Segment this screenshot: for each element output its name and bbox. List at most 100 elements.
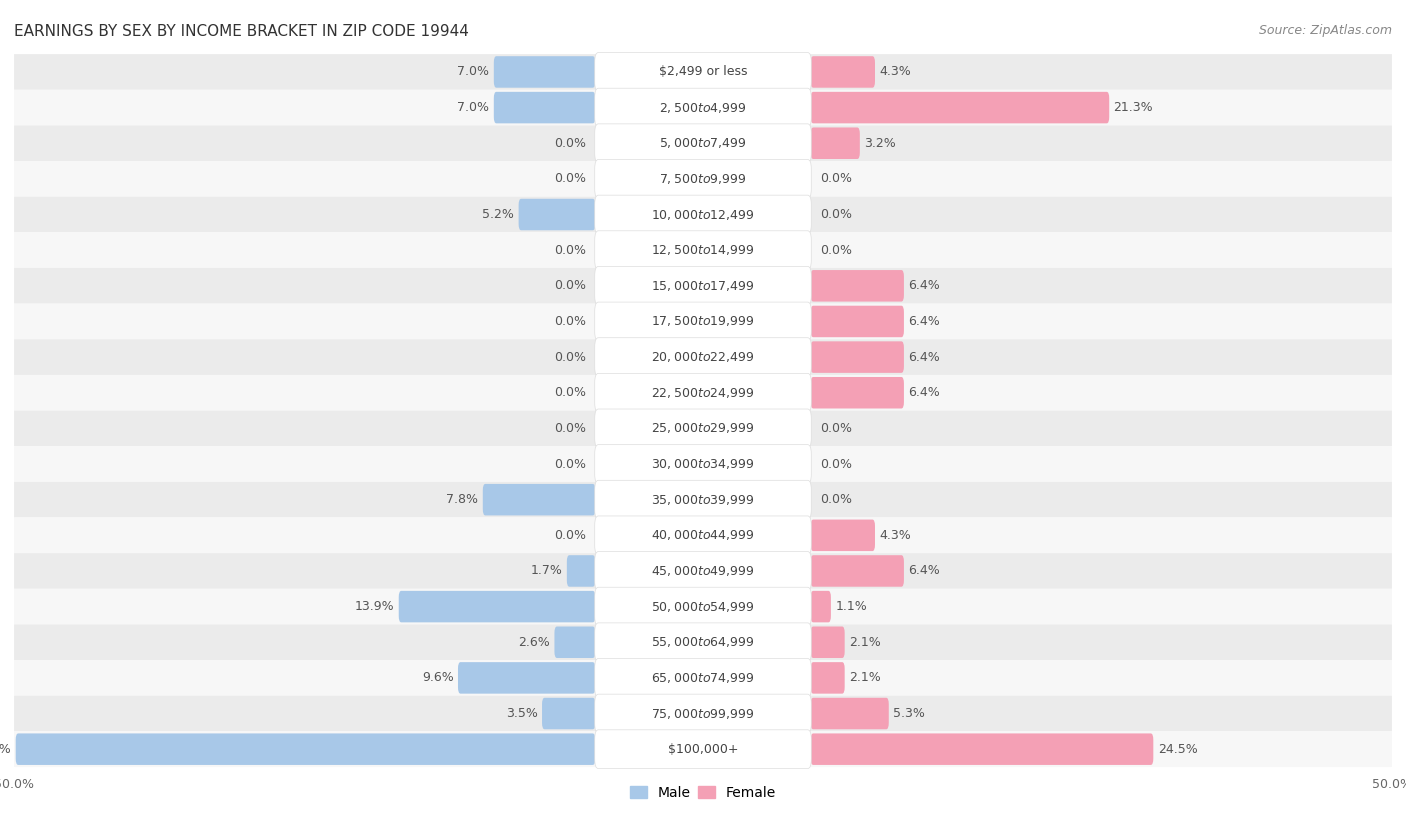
Text: $2,500 to $4,999: $2,500 to $4,999 (659, 101, 747, 115)
Text: 0.0%: 0.0% (554, 280, 586, 293)
Text: $50,000 to $54,999: $50,000 to $54,999 (651, 600, 755, 614)
FancyBboxPatch shape (15, 733, 595, 765)
Text: $75,000 to $99,999: $75,000 to $99,999 (651, 706, 755, 720)
Text: $10,000 to $12,499: $10,000 to $12,499 (651, 207, 755, 221)
FancyBboxPatch shape (14, 161, 1392, 197)
Text: 5.3%: 5.3% (893, 707, 925, 720)
FancyBboxPatch shape (595, 551, 811, 590)
FancyBboxPatch shape (14, 518, 1392, 553)
FancyBboxPatch shape (595, 267, 811, 305)
Text: 0.0%: 0.0% (554, 244, 586, 257)
Text: 21.3%: 21.3% (1114, 101, 1153, 114)
Text: 7.0%: 7.0% (457, 101, 489, 114)
Text: 0.0%: 0.0% (554, 350, 586, 363)
FancyBboxPatch shape (595, 373, 811, 412)
Text: 3.2%: 3.2% (865, 137, 896, 150)
FancyBboxPatch shape (595, 337, 811, 376)
FancyBboxPatch shape (595, 480, 811, 519)
FancyBboxPatch shape (595, 89, 811, 127)
Text: 0.0%: 0.0% (554, 315, 586, 328)
Text: 0.0%: 0.0% (554, 386, 586, 399)
FancyBboxPatch shape (14, 732, 1392, 767)
FancyBboxPatch shape (595, 694, 811, 733)
Text: $25,000 to $29,999: $25,000 to $29,999 (651, 421, 755, 436)
FancyBboxPatch shape (811, 377, 904, 408)
FancyBboxPatch shape (595, 587, 811, 626)
Text: $7,500 to $9,999: $7,500 to $9,999 (659, 172, 747, 186)
Legend: Male, Female: Male, Female (624, 780, 782, 805)
Text: 6.4%: 6.4% (908, 564, 941, 577)
FancyBboxPatch shape (811, 733, 1153, 765)
FancyBboxPatch shape (811, 520, 875, 551)
FancyBboxPatch shape (595, 730, 811, 768)
FancyBboxPatch shape (595, 159, 811, 198)
FancyBboxPatch shape (458, 662, 595, 693)
FancyBboxPatch shape (494, 56, 595, 88)
FancyBboxPatch shape (811, 662, 845, 693)
FancyBboxPatch shape (14, 233, 1392, 268)
Text: 0.0%: 0.0% (820, 422, 852, 435)
Text: 0.0%: 0.0% (820, 244, 852, 257)
Text: 0.0%: 0.0% (554, 528, 586, 541)
FancyBboxPatch shape (595, 445, 811, 484)
FancyBboxPatch shape (595, 659, 811, 698)
Text: 2.1%: 2.1% (849, 636, 880, 649)
FancyBboxPatch shape (595, 409, 811, 448)
FancyBboxPatch shape (14, 54, 1392, 89)
Text: $40,000 to $44,999: $40,000 to $44,999 (651, 528, 755, 542)
Text: $30,000 to $34,999: $30,000 to $34,999 (651, 457, 755, 471)
Text: $5,000 to $7,499: $5,000 to $7,499 (659, 137, 747, 150)
FancyBboxPatch shape (519, 198, 595, 230)
Text: 0.0%: 0.0% (820, 172, 852, 185)
Text: $45,000 to $49,999: $45,000 to $49,999 (651, 564, 755, 578)
FancyBboxPatch shape (595, 302, 811, 341)
FancyBboxPatch shape (14, 446, 1392, 482)
FancyBboxPatch shape (14, 482, 1392, 518)
FancyBboxPatch shape (14, 268, 1392, 303)
Text: 41.7%: 41.7% (0, 743, 11, 755)
Text: 1.1%: 1.1% (835, 600, 868, 613)
Text: 6.4%: 6.4% (908, 280, 941, 293)
FancyBboxPatch shape (14, 411, 1392, 446)
FancyBboxPatch shape (14, 696, 1392, 732)
Text: 6.4%: 6.4% (908, 350, 941, 363)
FancyBboxPatch shape (811, 555, 904, 587)
FancyBboxPatch shape (811, 92, 1109, 124)
Text: 7.0%: 7.0% (457, 66, 489, 78)
Text: $2,499 or less: $2,499 or less (659, 66, 747, 78)
Text: 6.4%: 6.4% (908, 315, 941, 328)
Text: 0.0%: 0.0% (554, 422, 586, 435)
Text: $100,000+: $100,000+ (668, 743, 738, 755)
Text: 1.7%: 1.7% (530, 564, 562, 577)
Text: $22,500 to $24,999: $22,500 to $24,999 (651, 385, 755, 400)
FancyBboxPatch shape (482, 484, 595, 515)
Text: 24.5%: 24.5% (1157, 743, 1198, 755)
FancyBboxPatch shape (14, 303, 1392, 339)
FancyBboxPatch shape (494, 92, 595, 124)
Text: EARNINGS BY SEX BY INCOME BRACKET IN ZIP CODE 19944: EARNINGS BY SEX BY INCOME BRACKET IN ZIP… (14, 24, 470, 39)
FancyBboxPatch shape (595, 53, 811, 91)
FancyBboxPatch shape (14, 660, 1392, 696)
FancyBboxPatch shape (811, 341, 904, 373)
FancyBboxPatch shape (14, 589, 1392, 624)
Text: 4.3%: 4.3% (879, 528, 911, 541)
Text: 0.0%: 0.0% (554, 137, 586, 150)
FancyBboxPatch shape (14, 197, 1392, 233)
FancyBboxPatch shape (811, 306, 904, 337)
Text: $20,000 to $22,499: $20,000 to $22,499 (651, 350, 755, 364)
Text: $12,500 to $14,999: $12,500 to $14,999 (651, 243, 755, 257)
FancyBboxPatch shape (595, 231, 811, 270)
Text: Source: ZipAtlas.com: Source: ZipAtlas.com (1258, 24, 1392, 37)
FancyBboxPatch shape (14, 89, 1392, 125)
FancyBboxPatch shape (811, 128, 860, 159)
FancyBboxPatch shape (567, 555, 595, 587)
Text: 0.0%: 0.0% (820, 458, 852, 471)
FancyBboxPatch shape (811, 627, 845, 658)
FancyBboxPatch shape (14, 375, 1392, 411)
FancyBboxPatch shape (543, 698, 595, 729)
Text: 13.9%: 13.9% (354, 600, 394, 613)
Text: 2.1%: 2.1% (849, 672, 880, 685)
FancyBboxPatch shape (811, 698, 889, 729)
FancyBboxPatch shape (811, 591, 831, 623)
FancyBboxPatch shape (811, 56, 875, 88)
